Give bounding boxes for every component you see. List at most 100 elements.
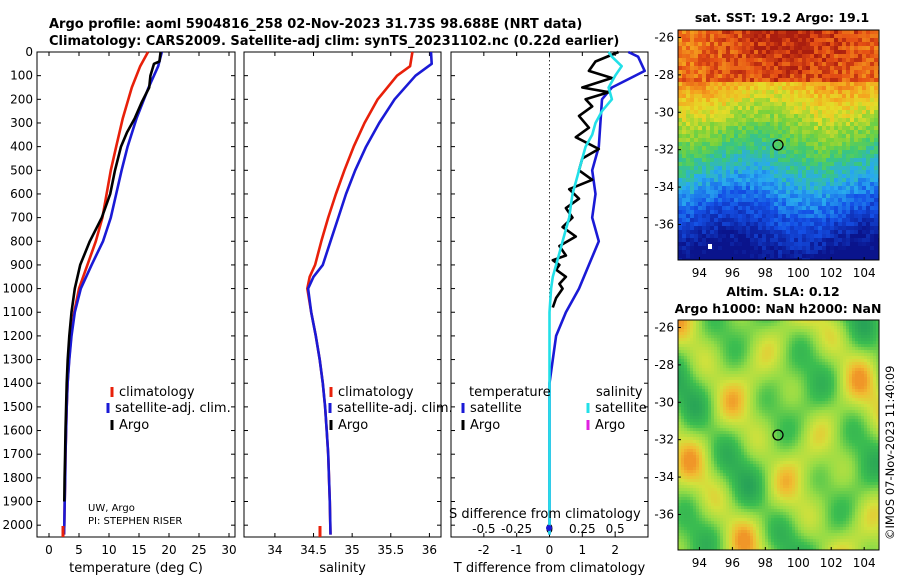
map-cell <box>754 162 759 167</box>
map-cell <box>759 326 763 330</box>
map-cell <box>750 218 755 223</box>
map-cell <box>693 371 697 375</box>
map-cell <box>747 374 751 378</box>
map-cell <box>741 359 745 363</box>
map-cell <box>834 86 839 91</box>
map-cell <box>855 362 859 366</box>
map-cell <box>862 206 867 211</box>
map-cell <box>730 222 735 227</box>
map-cell <box>852 344 856 348</box>
map-cell <box>686 258 691 261</box>
map-cell <box>687 329 691 333</box>
map-cell <box>768 341 772 345</box>
map-cell <box>818 34 823 39</box>
map-cell <box>678 190 683 195</box>
map-cell <box>838 146 843 151</box>
map-cell <box>801 350 805 354</box>
map-cell <box>742 134 747 139</box>
map-cell <box>729 344 733 348</box>
map-cell <box>876 320 880 324</box>
map-cell <box>830 134 835 139</box>
x-axis-label: salinity <box>319 561 366 576</box>
map-cell <box>726 389 730 393</box>
map-cell <box>828 344 832 348</box>
map-cell <box>684 398 688 402</box>
map-cell <box>786 198 791 203</box>
map-cell <box>714 350 718 354</box>
map-cell <box>682 174 687 179</box>
map-cell <box>850 74 855 79</box>
map-cell <box>770 110 775 115</box>
map-cell <box>855 383 859 387</box>
map-cell <box>855 395 859 399</box>
map-cell <box>782 174 787 179</box>
map-cell <box>866 230 871 235</box>
map-cell <box>834 62 839 67</box>
map-cell <box>722 118 727 123</box>
map-cell <box>699 344 703 348</box>
map-cell <box>758 138 763 143</box>
map-cell <box>802 54 807 59</box>
map-cell <box>862 218 867 223</box>
map-cell <box>802 210 807 215</box>
map-cell <box>756 368 760 372</box>
map-cell <box>786 70 791 75</box>
map-cell <box>870 90 875 95</box>
map-cell <box>816 368 820 372</box>
map-cell <box>756 380 760 384</box>
map-cell <box>750 254 755 259</box>
map-cell <box>798 254 803 259</box>
map-cell <box>742 250 747 255</box>
map-cell <box>702 362 706 366</box>
map-cell <box>726 70 731 75</box>
map-cell <box>838 174 843 179</box>
map-cell <box>778 114 783 119</box>
map-cell <box>789 362 793 366</box>
map-cell <box>840 350 844 354</box>
map-cell <box>810 110 815 115</box>
map-cell <box>778 118 783 123</box>
map-cell <box>770 218 775 223</box>
map-cell <box>706 250 711 255</box>
map-cell <box>774 359 778 363</box>
map-cell <box>814 214 819 219</box>
map-cell <box>858 58 863 63</box>
map-cell <box>711 347 715 351</box>
map-cell <box>771 320 775 324</box>
map-cell <box>798 329 802 333</box>
series-line-argo <box>63 51 162 502</box>
map-cell <box>735 338 739 342</box>
map-cell <box>802 178 807 183</box>
map-cell <box>862 246 867 251</box>
y-tick-label: 100 <box>10 69 33 83</box>
map-cell <box>867 335 871 339</box>
map-cell <box>858 335 862 339</box>
map-cell <box>861 326 865 330</box>
map-cell <box>734 150 739 155</box>
map-cell <box>794 58 799 63</box>
map-cell <box>726 162 731 167</box>
map-cell <box>750 46 755 51</box>
map-cell <box>754 198 759 203</box>
map-cell <box>774 90 779 95</box>
map-cell <box>802 102 807 107</box>
map-cell <box>758 34 763 39</box>
map-cell <box>818 114 823 119</box>
map-cell <box>825 335 829 339</box>
map-cell <box>718 34 723 39</box>
map-cell <box>814 182 819 187</box>
map-cell <box>694 170 699 175</box>
map-cell <box>766 242 771 247</box>
map-cell <box>758 46 763 51</box>
map-cell <box>790 78 795 83</box>
map-cell <box>741 392 745 396</box>
map-cell <box>782 54 787 59</box>
map-cell <box>726 234 731 239</box>
map-cell <box>780 341 784 345</box>
map-cell <box>810 344 814 348</box>
map-cell <box>730 178 735 183</box>
map-cell <box>730 190 735 195</box>
map-cell <box>682 246 687 251</box>
map-cell <box>842 74 847 79</box>
map-cell <box>782 134 787 139</box>
